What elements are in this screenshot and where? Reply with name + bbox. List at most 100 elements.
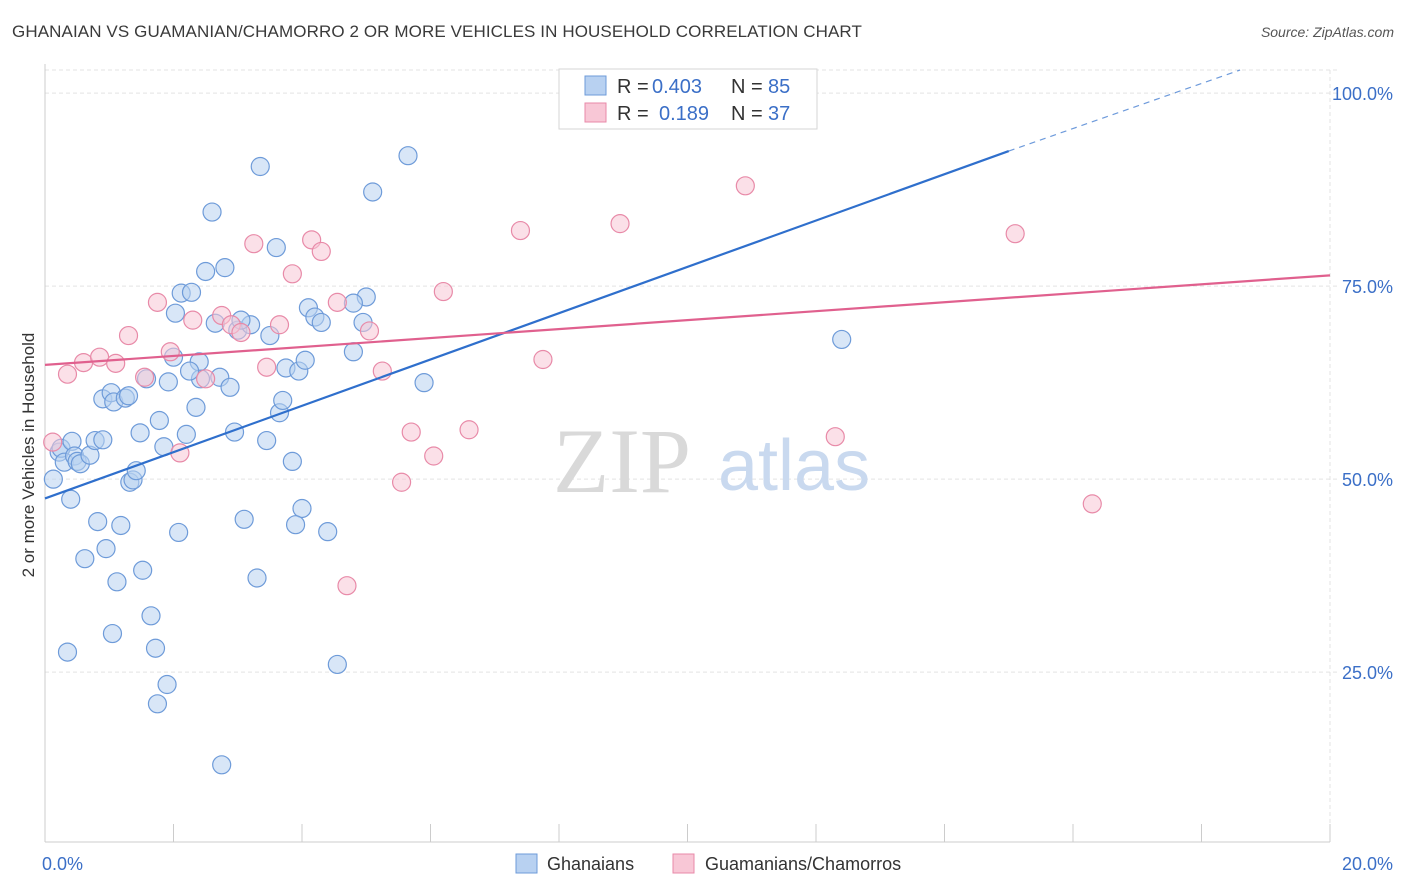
- trend-line-guamanians: [44, 274, 1331, 367]
- legend-n-label-2: N =: [731, 103, 763, 125]
- trend-line-ghanaians-extension: [1008, 69, 1241, 152]
- guamanians-point-5: [118, 325, 139, 346]
- guamanians-point-18: [282, 264, 302, 284]
- legend-swatch-guamanians: [584, 102, 607, 123]
- legend-r-label-2: R =: [617, 103, 649, 125]
- chart-source: Source: ZipAtlas.com: [1260, 24, 1394, 40]
- ghanaians-point-74: [157, 674, 177, 695]
- guamanians-point-3: [90, 347, 110, 367]
- bottom-legend-label-ghanaians: Ghanaians: [547, 854, 634, 874]
- guamanians-point-27: [424, 446, 444, 466]
- y-tick-label-1: 50.0%: [1342, 470, 1393, 490]
- guamanians-point-16: [257, 357, 277, 377]
- ghanaians-point-40: [196, 261, 216, 282]
- guamanians-point-15: [244, 234, 264, 254]
- ghanaians-point-70: [363, 182, 383, 202]
- ghanaians-point-76: [212, 755, 232, 775]
- guamanians-point-20: [311, 241, 331, 262]
- watermark-atlas: atlas: [718, 426, 870, 506]
- ghanaians-point-83: [102, 623, 123, 644]
- ghanaians-point-72: [414, 373, 434, 393]
- guamanians-point-23: [359, 321, 380, 341]
- ghanaians-point-5: [61, 489, 81, 509]
- guamanians-point-6: [134, 367, 155, 387]
- ghanaians-point-61: [295, 350, 315, 370]
- ghanaians-point-13: [88, 512, 108, 532]
- ghanaians-point-81: [285, 515, 306, 535]
- ghanaians-point-44: [215, 258, 235, 278]
- guamanians-point-11: [196, 369, 216, 389]
- ghanaians-point-31: [158, 372, 178, 392]
- ghanaians-point-56: [273, 390, 293, 411]
- ghanaians-point-77: [93, 430, 113, 450]
- legend-n-value-1: 85: [768, 76, 790, 98]
- guamanians-point-17: [269, 315, 290, 335]
- legend-n-value-2: 37: [768, 103, 790, 125]
- ghanaians-point-41: [202, 202, 222, 222]
- legend-n-label-1: N =: [731, 76, 763, 98]
- guamanians-point-4: [106, 353, 126, 373]
- ghanaians-point-48: [234, 509, 254, 529]
- ghanaians-point-33: [165, 303, 186, 323]
- ghanaians-point-4: [57, 642, 78, 662]
- legend-r-label-1: R =: [617, 76, 649, 98]
- guamanians-point-25: [391, 472, 412, 492]
- ghanaians-point-10: [75, 549, 95, 569]
- guamanians-point-35: [1005, 224, 1025, 244]
- guamanians-point-34: [825, 427, 845, 447]
- guamanians-point-28: [433, 281, 453, 302]
- ghanaians-point-45: [220, 377, 240, 397]
- axes: [44, 64, 1331, 843]
- legend-box: R = 0.403 N = 85 R = 0.189 N = 37: [558, 68, 818, 130]
- ghanaians-point-34: [169, 522, 189, 543]
- chart-title: GHANAIAN VS GUAMANIAN/CHAMORRO 2 OR MORE…: [12, 22, 862, 41]
- bottom-legend-swatch-guamanians: [672, 853, 695, 874]
- ghanaians-point-84: [179, 361, 200, 381]
- ghanaians-point-37: [181, 282, 202, 302]
- ghanaians-point-67: [343, 342, 363, 362]
- guamanians-point-1: [57, 364, 78, 384]
- bottom-legend-swatch-ghanaians: [515, 853, 538, 874]
- x-tick-label-1: 20.0%: [1342, 854, 1393, 874]
- ghanaians-point-28: [145, 638, 166, 658]
- guamanians-point-14: [231, 322, 251, 343]
- ghanaians-point-18: [107, 572, 127, 592]
- guamanians-point-32: [610, 214, 630, 234]
- ghanaians-point-73: [832, 329, 852, 350]
- ghanaians-point-75: [147, 694, 168, 714]
- trend-line-ghanaians: [44, 150, 1010, 500]
- ghanaians-point-52: [257, 430, 277, 451]
- ghanaians-point-25: [133, 560, 153, 580]
- guamanians-point-0: [43, 432, 63, 452]
- ghanaians-point-71: [398, 146, 418, 166]
- ghanaians-point-78: [118, 386, 139, 406]
- ghanaians-point-36: [176, 424, 196, 444]
- series-guamanians-points: [43, 176, 1102, 596]
- ghanaians-point-66: [327, 654, 347, 675]
- guamanians-point-31: [533, 349, 553, 370]
- guamanians-point-8: [160, 342, 180, 362]
- bottom-legend: Ghanaians Guamanians/Chamorros: [515, 853, 901, 874]
- ghanaians-point-15: [96, 539, 116, 559]
- ghanaians-point-64: [311, 312, 331, 333]
- legend-swatch-ghanaians: [584, 75, 607, 96]
- guamanians-point-30: [510, 220, 531, 241]
- ghanaians-point-38: [186, 397, 206, 417]
- guamanians-point-36: [1082, 494, 1102, 514]
- guamanians-point-26: [401, 422, 421, 442]
- legend-r-value-1: 0.403: [652, 76, 702, 98]
- bottom-legend-label-guamanians: Guamanians/Chamorros: [705, 854, 901, 874]
- x-tick-label-0: 0.0%: [42, 854, 83, 874]
- guamanians-point-21: [327, 292, 347, 312]
- grid-lines: [45, 69, 1338, 842]
- ghanaians-point-51: [250, 156, 270, 177]
- ghanaians-point-54: [266, 237, 286, 258]
- ghanaians-point-0: [43, 469, 63, 489]
- y-tick-label-3: 100.0%: [1332, 84, 1393, 104]
- trend-lines: [44, 69, 1331, 500]
- legend-r-value-2: 0.189: [659, 103, 709, 125]
- y-tick-label-2: 75.0%: [1342, 277, 1393, 297]
- ghanaians-point-60: [292, 498, 312, 519]
- guamanians-point-7: [147, 292, 168, 312]
